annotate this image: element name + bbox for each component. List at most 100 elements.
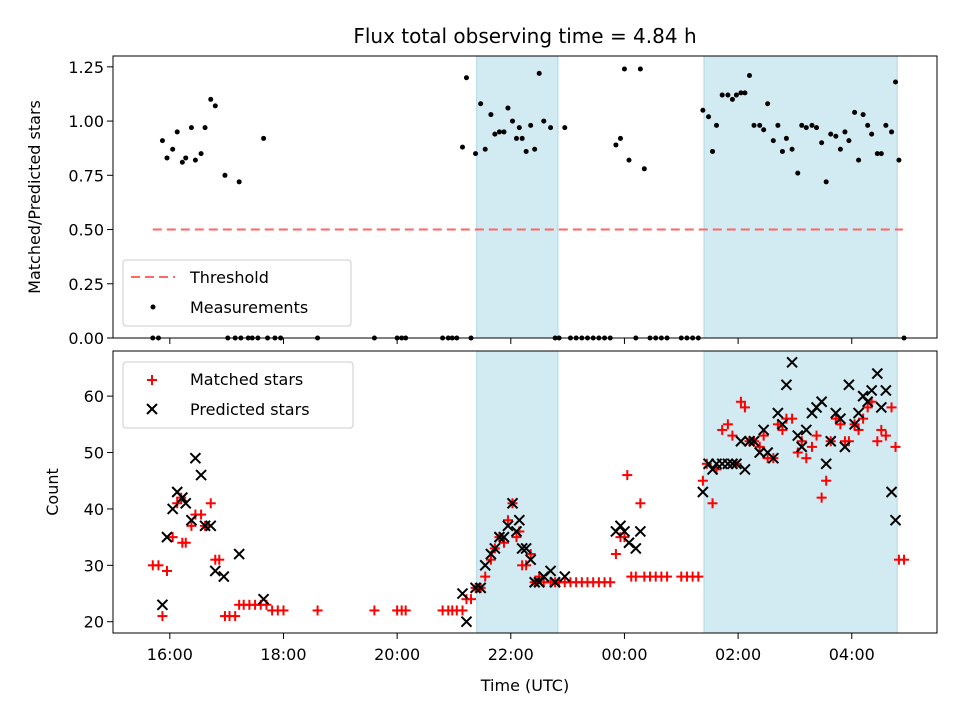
predicted-star-point	[834, 412, 847, 425]
matched-star-point	[369, 605, 380, 616]
matched-star-point	[205, 498, 216, 509]
measurement-point	[523, 148, 529, 154]
predicted-star-point	[792, 429, 804, 442]
predicted-star-point	[614, 520, 627, 532]
measurement-point	[482, 146, 488, 152]
measurement-point	[208, 96, 214, 102]
bottom-x-tick-label: 18:00	[260, 645, 306, 664]
matched-star-point	[796, 436, 807, 447]
measurement-point	[198, 151, 204, 157]
predicted-star-point	[218, 570, 230, 583]
predicted-star-point	[780, 379, 793, 391]
bottom-panel: 20 30 40 50 60 16:00 18:00 20:00 22:00 00:00 02:0…	[43, 350, 938, 695]
predicted-star-point	[516, 542, 528, 555]
bottom-shaded-region-0	[476, 350, 559, 634]
measurement-point	[463, 75, 469, 81]
predicted-stars-legend-label: Predicted stars	[190, 400, 310, 419]
bottom-y-tick-label: 20	[84, 613, 104, 632]
bottom-axes-frame	[112, 350, 938, 634]
matched-star-point	[739, 402, 750, 413]
predicted-star-point	[502, 520, 514, 532]
measurement-point	[516, 125, 522, 131]
matched-star-point	[880, 430, 891, 441]
predicted-star-point	[630, 542, 642, 555]
measurement-point	[459, 144, 465, 150]
top-legend-box	[122, 259, 352, 327]
predicted-star-point	[722, 458, 734, 470]
measurement-point	[706, 114, 712, 120]
measurement-point	[513, 135, 519, 141]
matched-star-point	[787, 413, 798, 424]
predicted-star-point	[726, 458, 739, 470]
predicted-star-point	[706, 463, 719, 476]
predicted-star-point	[843, 379, 855, 391]
predicted-star-point	[493, 531, 506, 543]
predicted-star-point	[772, 407, 784, 419]
predicted-star-point	[257, 593, 270, 605]
matched-star-point	[843, 436, 854, 447]
measurement-point	[719, 92, 725, 98]
matched-star-point	[899, 554, 910, 565]
top-y-tick-label: 0.25	[68, 275, 104, 294]
measurement-point	[528, 122, 534, 128]
measurement-point	[828, 131, 834, 137]
measurement-point	[626, 157, 632, 163]
top-panel: 0.00 0.25 0.50 0.75 1.00 1.25 Matched/Predict…	[25, 55, 938, 348]
measurement-point	[641, 166, 647, 172]
matched-star-point	[811, 430, 822, 441]
matched-star-point	[186, 520, 197, 531]
predicted-star-point	[189, 452, 202, 464]
predicted-star-point	[815, 396, 828, 408]
measurement-point	[488, 112, 494, 118]
matched-star-point	[722, 419, 733, 430]
matched-star-point	[400, 605, 411, 616]
measurement-point	[878, 151, 884, 157]
measurement-point	[893, 79, 899, 85]
matched-star-point	[622, 470, 633, 481]
predicted-star-point	[800, 424, 813, 436]
matched-star-point	[167, 532, 178, 543]
matched-star-point	[862, 402, 873, 413]
predicted-star-point	[634, 525, 647, 538]
measurement-point	[799, 122, 805, 128]
matched-star-point	[816, 492, 827, 503]
predicted-star-point	[796, 441, 808, 453]
predicted-star-point	[180, 497, 192, 509]
measurement-point	[765, 101, 771, 107]
matched-stars-legend-swatch	[147, 375, 157, 385]
predicted-star-point	[767, 452, 780, 464]
matched-star-point	[876, 424, 887, 435]
matched-star-point	[230, 611, 241, 622]
matched-star-point	[157, 611, 168, 622]
predicted-star-point	[498, 531, 510, 543]
matched-star-point	[801, 453, 812, 464]
matched-star-point	[717, 424, 728, 435]
predicted-star-point	[880, 384, 892, 397]
measurement-point	[823, 179, 829, 185]
bottom-x-tick-label: 04:00	[829, 645, 875, 664]
measurement-point	[725, 92, 731, 98]
top-legend: Threshold Measurements	[122, 259, 352, 327]
predicted-star-point	[161, 531, 173, 543]
matched-star-point	[525, 549, 536, 560]
matched-star-point	[605, 577, 616, 588]
measurement-point	[700, 107, 706, 113]
measurement-point	[188, 125, 194, 131]
measurement-point	[532, 146, 538, 152]
bottom-shaded-regions	[476, 350, 898, 634]
matched-star-point	[890, 441, 901, 452]
measurement-point	[478, 101, 484, 107]
bottom-x-axis: 16:00 18:00 20:00 22:00 00:00 02:00 04:00	[147, 633, 875, 664]
matched-star-point	[872, 436, 883, 447]
matched-star-point	[853, 424, 864, 435]
measurement-point	[789, 146, 795, 152]
measurement-point	[492, 131, 498, 137]
predicted-star-point	[875, 401, 888, 414]
measurement-point	[183, 155, 189, 161]
matched-star-point	[502, 515, 513, 526]
predicted-star-point	[513, 514, 526, 526]
measurement-point	[803, 125, 809, 131]
predicted-star-point	[469, 582, 482, 594]
top-y-tick-label: 0.00	[68, 329, 104, 348]
matched-star-point	[701, 458, 712, 469]
